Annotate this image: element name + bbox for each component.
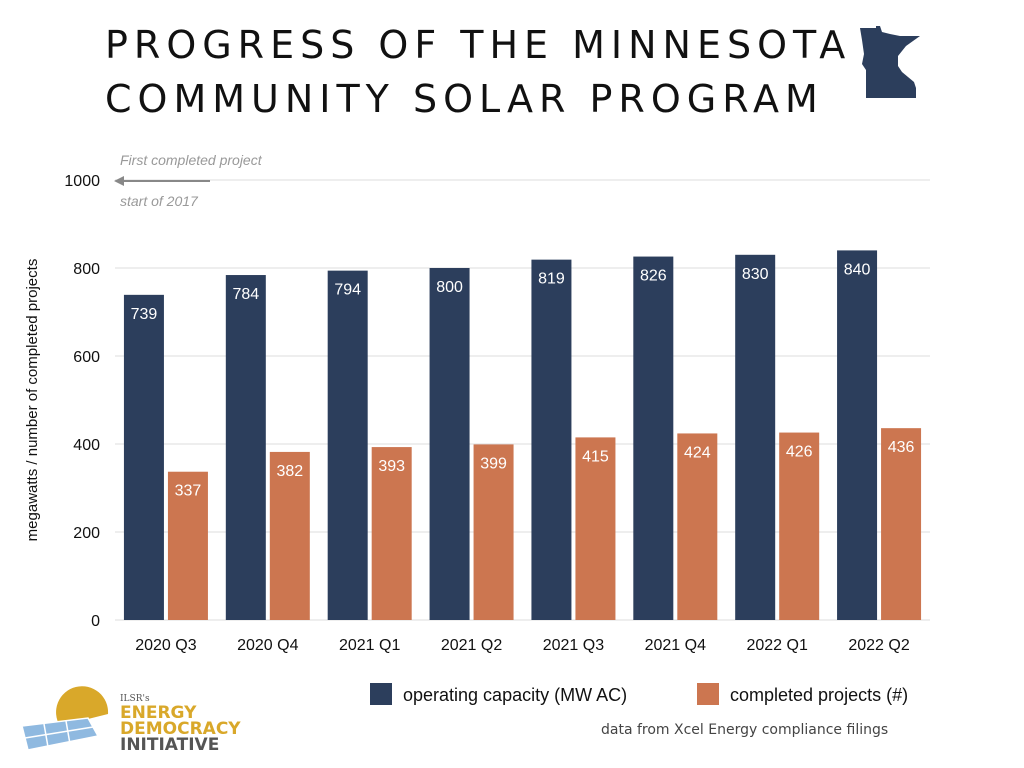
minnesota-state-icon <box>860 26 920 98</box>
x-tick-label: 2022 Q1 <box>746 637 807 654</box>
bar-value-label: 784 <box>232 286 259 303</box>
bar-value-label: 826 <box>640 268 667 285</box>
annotation-below: start of 2017 <box>120 193 199 209</box>
x-tick-label: 2021 Q3 <box>543 637 604 654</box>
bar-value-label: 426 <box>786 444 813 461</box>
capacity-bar <box>633 256 674 620</box>
projects-bar <box>881 428 922 620</box>
projects-bar <box>473 444 514 620</box>
capacity-bar <box>531 259 572 620</box>
x-tick-label: 2021 Q2 <box>441 637 502 654</box>
energy-democracy-initiative-logo: ILSR's ENERGY DEMOCRACY INITIATIVE <box>21 686 241 754</box>
capacity-bar <box>225 275 266 620</box>
legend-swatch <box>370 683 392 705</box>
bar-value-label: 424 <box>684 444 711 461</box>
capacity-bar <box>429 268 470 620</box>
bar-value-label: 800 <box>436 279 463 296</box>
capacity-bar <box>837 250 878 620</box>
logo-line1: ENERGY <box>120 703 197 723</box>
y-axis-label: megawatts / number of completed projects <box>24 259 41 542</box>
bar-value-label: 819 <box>538 271 565 288</box>
legend-label: operating capacity (MW AC) <box>403 685 627 705</box>
bar-value-label: 436 <box>888 439 915 456</box>
projects-bar <box>269 451 310 620</box>
bar-value-label: 830 <box>742 266 769 283</box>
y-tick-label: 0 <box>91 613 100 630</box>
y-tick-label: 600 <box>73 349 100 366</box>
bar-value-label: 337 <box>175 483 202 500</box>
x-tick-label: 2021 Q4 <box>645 637 706 654</box>
annotation-above: First completed project <box>120 152 263 168</box>
bar-value-label: 794 <box>334 282 361 299</box>
bar-value-label: 393 <box>378 458 405 475</box>
annotation-arrowhead <box>114 176 124 186</box>
y-tick-label: 400 <box>73 437 100 454</box>
capacity-bar <box>123 294 164 620</box>
bar-value-label: 840 <box>844 261 871 278</box>
title-line-1: PROGRESS OF THE MINNESOTA <box>105 23 852 67</box>
bar-value-label: 399 <box>480 455 507 472</box>
bar-value-label: 739 <box>131 306 158 323</box>
projects-bar <box>677 433 718 620</box>
logo-line2: DEMOCRACY <box>120 719 241 739</box>
data-source-credit: data from Xcel Energy compliance filings <box>601 722 889 738</box>
projects-bar <box>575 437 616 620</box>
logo-line3: INITIATIVE <box>120 735 219 754</box>
x-tick-label: 2022 Q2 <box>848 637 909 654</box>
y-tick-label: 1000 <box>64 173 100 190</box>
capacity-bar <box>327 270 368 620</box>
projects-bar <box>371 447 412 620</box>
y-tick-label: 200 <box>73 525 100 542</box>
title-line-2: COMMUNITY SOLAR PROGRAM <box>105 77 824 121</box>
chart-title: PROGRESS OF THE MINNESOTA COMMUNITY SOLA… <box>105 18 851 126</box>
bar-value-label: 382 <box>276 463 303 480</box>
bar-value-label: 415 <box>582 448 609 465</box>
projects-bar <box>167 471 208 620</box>
x-tick-label: 2021 Q1 <box>339 637 400 654</box>
x-tick-label: 2020 Q4 <box>237 637 298 654</box>
logo-org: ILSR's <box>120 694 150 704</box>
legend-swatch <box>697 683 719 705</box>
capacity-bar <box>735 254 776 621</box>
x-tick-label: 2020 Q3 <box>135 637 196 654</box>
y-tick-label: 800 <box>73 261 100 278</box>
projects-bar <box>779 432 820 620</box>
legend-label: completed projects (#) <box>730 685 908 705</box>
